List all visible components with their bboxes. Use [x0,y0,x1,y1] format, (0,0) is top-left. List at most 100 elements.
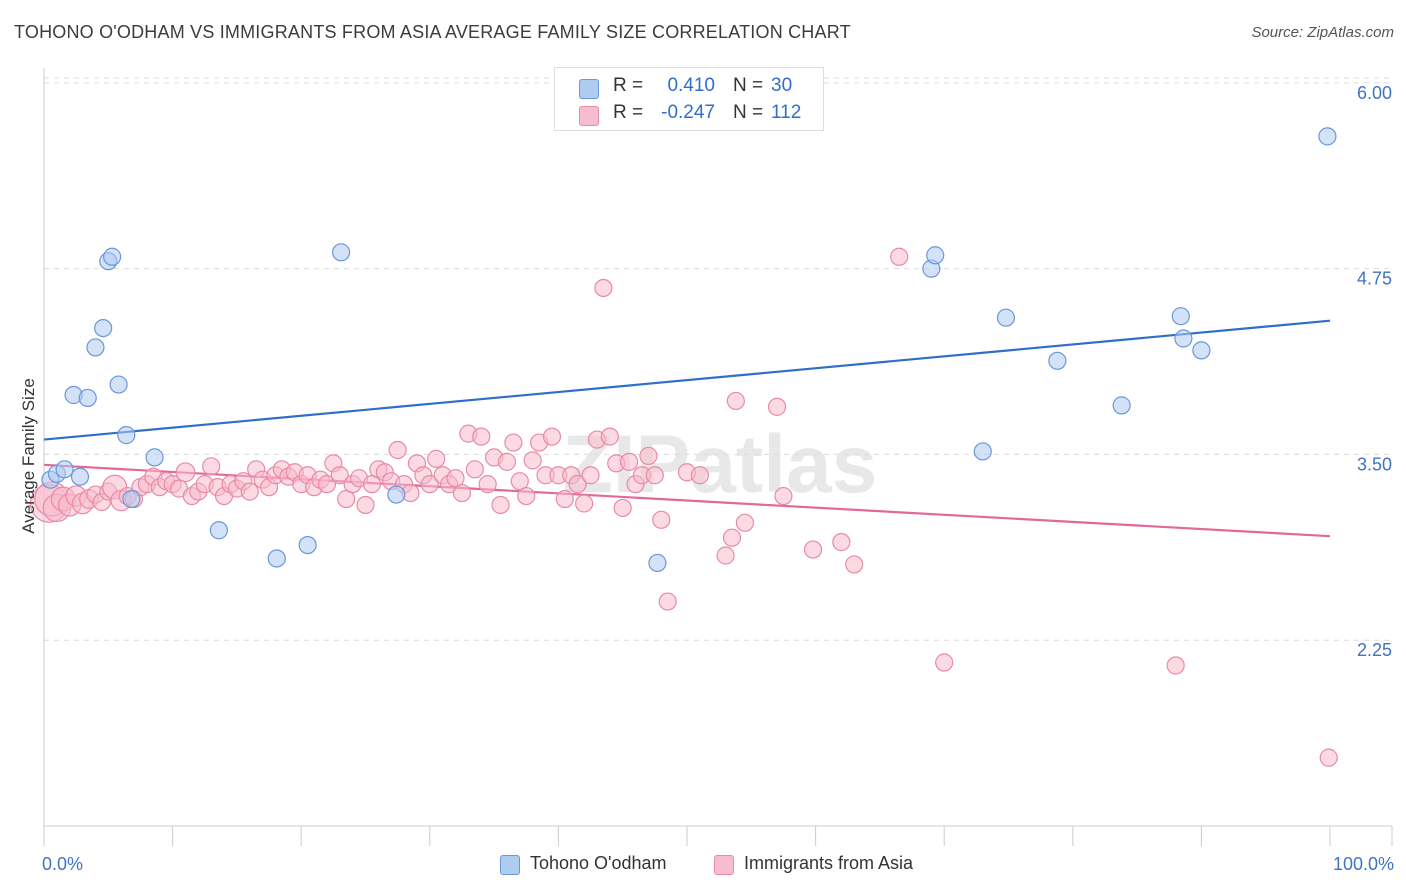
y-tick-label: 3.50 [1357,454,1392,474]
data-point [973,442,992,461]
data-point [845,555,864,574]
data-point [472,427,491,446]
stats-row-tohono: R = 0.410 N = 30 [555,73,823,101]
stats-row-asia: R = -0.247 N = 112 [555,100,823,128]
x-tick-label: 100.0% [1333,854,1394,874]
series-tohono-oodham [41,127,1337,573]
data-point [1048,351,1067,370]
data-point [542,427,562,446]
data-point [109,375,128,394]
data-point [690,466,709,485]
data-point [523,451,542,470]
data-point [645,466,664,485]
data-point [726,391,745,411]
data-point [1174,329,1193,348]
data-point [117,426,136,445]
data-point [935,653,954,672]
data-point [94,318,113,338]
data-point [298,535,317,555]
data-point [145,448,164,467]
pink-swatch [714,855,734,875]
data-point [568,475,587,494]
data-point [555,489,574,509]
data-point [55,460,74,479]
data-point [517,486,536,506]
data-point [70,467,90,486]
data-point [175,462,196,483]
data-point [1166,656,1185,675]
data-point [722,528,742,547]
data-point [267,549,286,568]
data-point [735,513,754,532]
data-point [356,495,375,515]
data-point [774,486,793,506]
data-point [388,440,407,460]
series-legend: Tohono O'odham Immigrants from Asia [0,852,1406,878]
r-label: R = [613,75,644,96]
data-point [1112,396,1131,415]
y-tick-label: 6.00 [1357,83,1392,103]
data-point [420,475,439,494]
data-point [387,485,406,504]
data-point [452,483,472,503]
data-point [202,457,221,476]
data-point [1319,748,1338,767]
data-point [658,592,677,611]
source-label: Source: ZipAtlas.com [1251,24,1394,41]
data-point [1318,127,1337,146]
tick-labels: 2.25 3.50 4.75 6.00 0.0% 100.0% [42,83,1394,874]
n-label: N = [733,75,764,96]
y-tick-label: 4.75 [1357,269,1392,289]
y-tick-label: 2.25 [1357,640,1392,660]
n-value: 112 [771,102,802,123]
data-point [767,397,787,416]
data-point [497,452,517,471]
data-point [803,540,823,559]
data-point [465,460,484,479]
data-point [122,489,141,509]
r-value: 0.410 [667,75,715,96]
legend-label: Tohono O'odham [530,853,667,873]
data-point [648,553,667,573]
data-point [620,452,639,471]
pink-swatch [579,106,599,126]
data-point [594,278,613,298]
data-point [491,495,510,515]
x-tick-label: 0.0% [42,854,83,874]
legend-label: Immigrants from Asia [744,853,914,873]
data-point [86,338,105,357]
data-point [926,246,945,265]
data-point [832,533,851,552]
data-point [613,498,632,518]
data-point [890,247,909,266]
data-point [1192,341,1211,360]
data-point [1171,307,1190,326]
data-point [240,482,259,501]
y-axis-label: Average Family Size [19,378,38,534]
n-label: N = [733,102,764,123]
data-point [575,494,594,513]
trend-line [43,319,1331,441]
data-point [103,247,122,266]
blue-swatch [579,79,599,99]
chart-title: TOHONO O'ODHAM VS IMMIGRANTS FROM ASIA A… [14,22,851,42]
data-point [504,433,523,452]
data-point [330,466,349,485]
data-point [639,446,658,466]
series-immigrants-from-asia [29,247,1338,767]
data-point [78,388,97,408]
data-point [996,308,1016,327]
data-point [652,510,671,529]
data-point [331,243,351,262]
data-point [317,475,337,494]
blue-swatch [500,855,520,875]
data-point [478,475,497,494]
data-point [427,449,446,468]
stats-legend: R = 0.410 N = 30 R = -0.247 N = 112 [554,67,824,131]
data-point [581,466,600,485]
axes [43,68,1393,846]
data-point [600,427,619,446]
data-point [209,521,228,540]
n-value: 30 [771,75,793,96]
